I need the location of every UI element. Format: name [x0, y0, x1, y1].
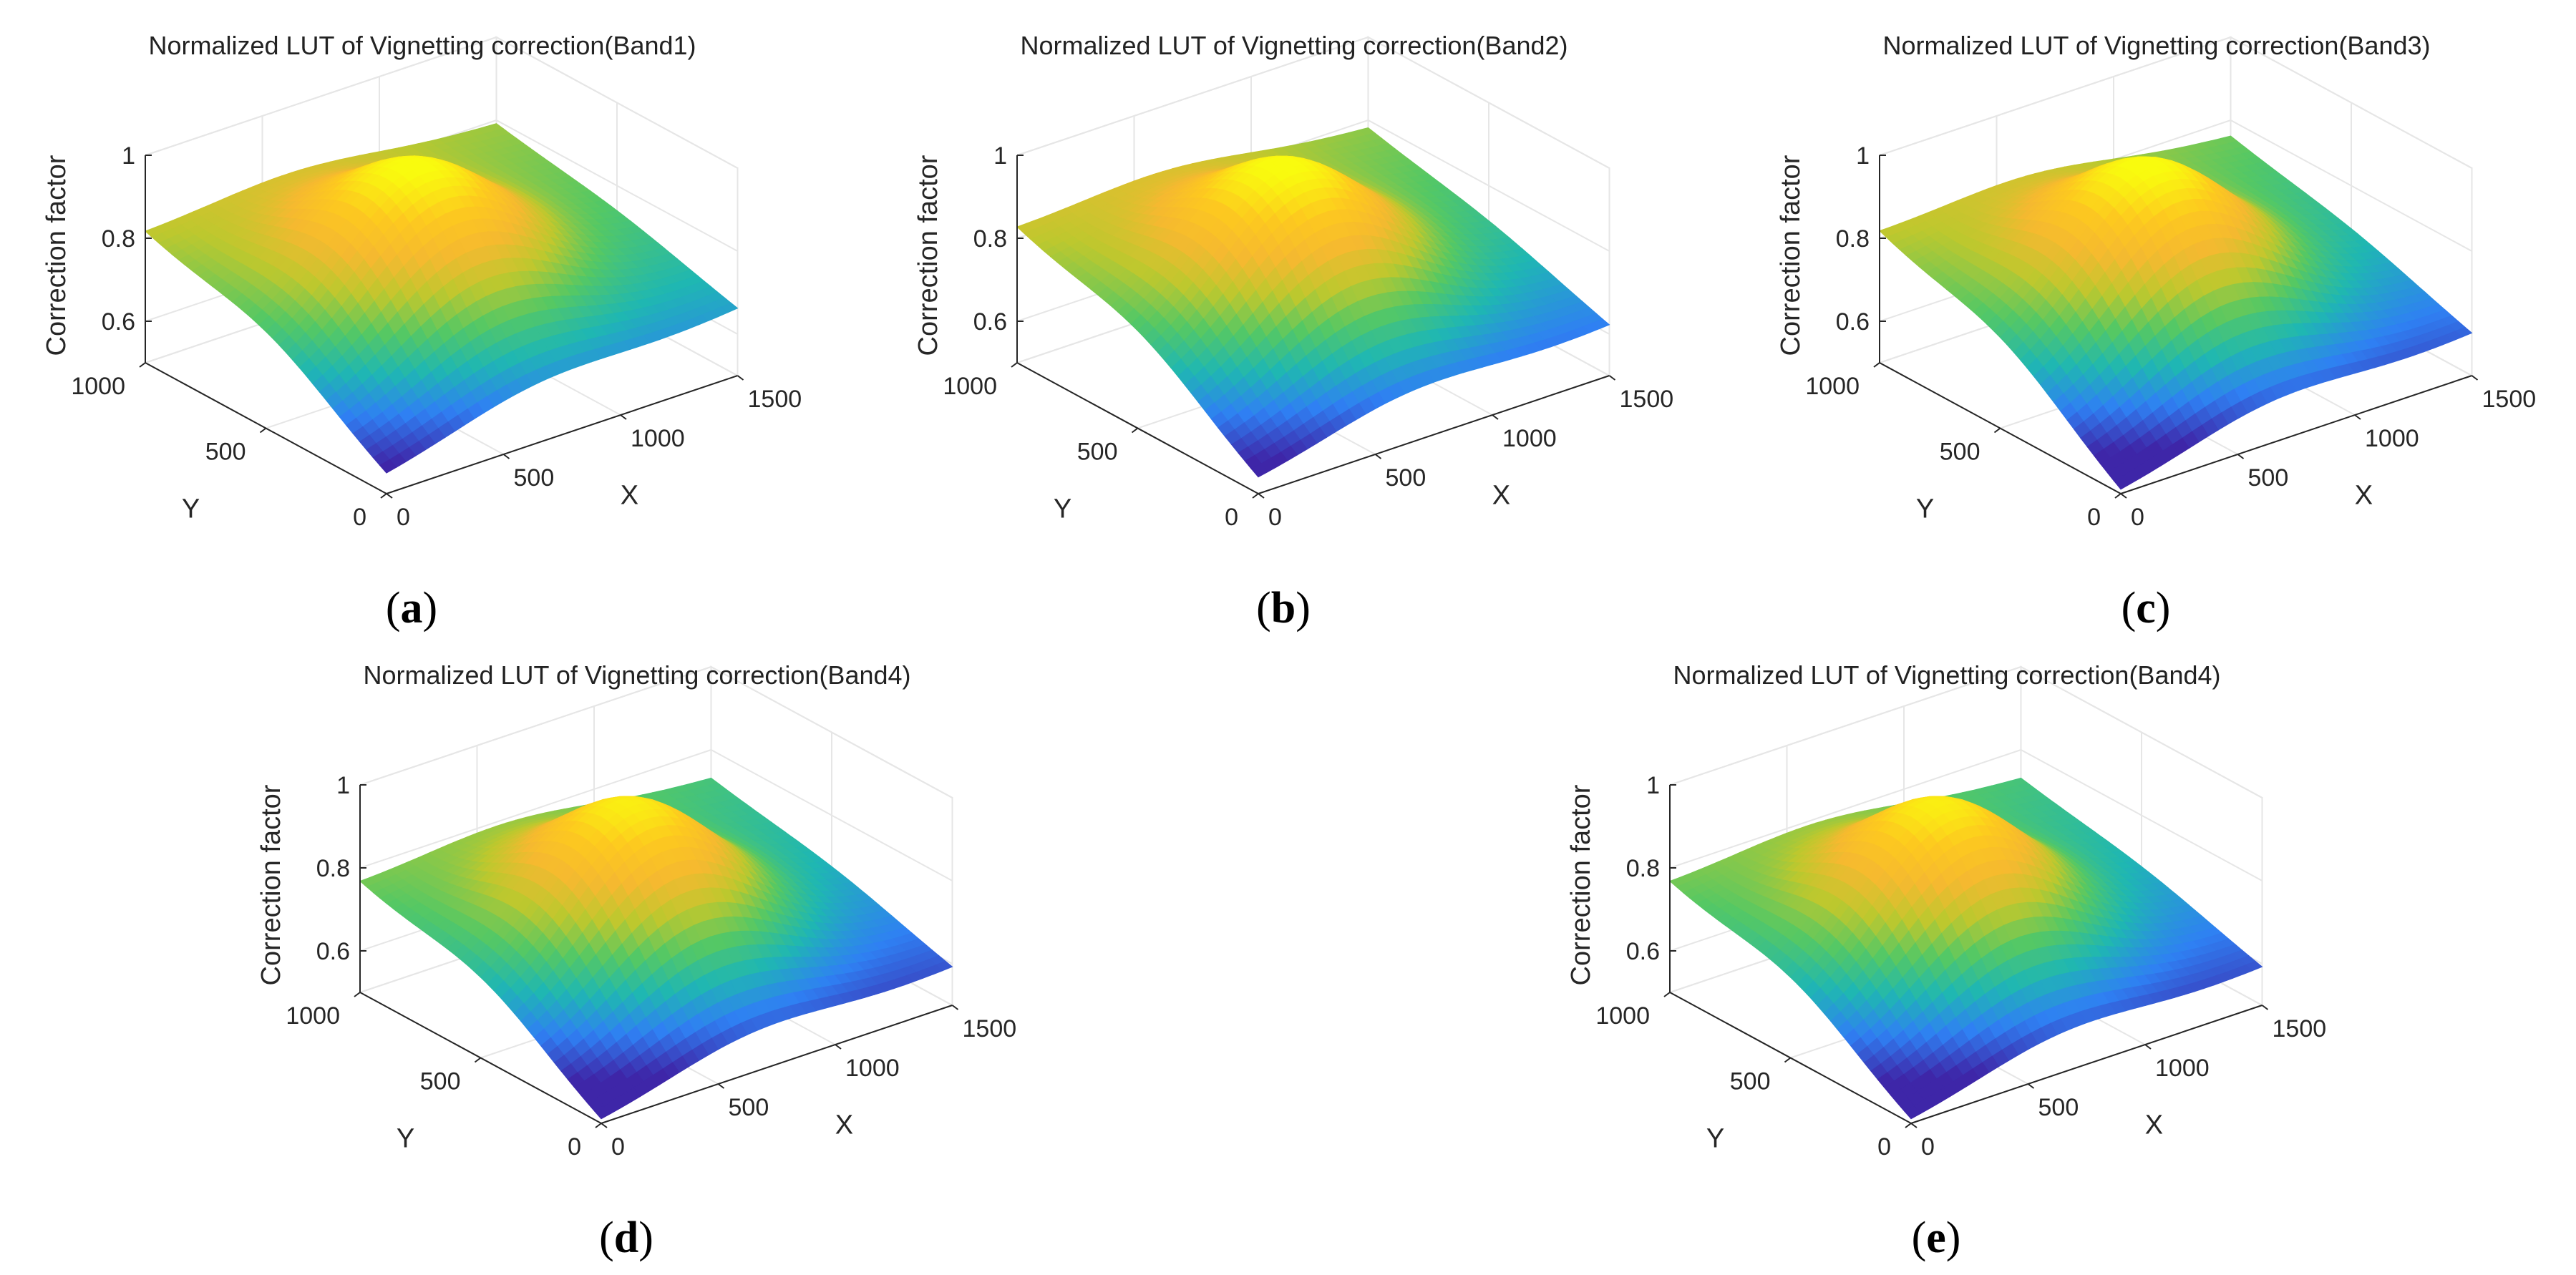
x-tick-label: 500: [514, 464, 555, 492]
x-tick-mark: [1492, 415, 1498, 419]
x-tick-mark: [504, 454, 510, 459]
y-tick-label: 500: [205, 439, 246, 466]
y-axis-label: Y: [182, 494, 200, 524]
y-tick-mark: [1874, 363, 1880, 367]
chart-title: Normalized LUT of Vignetting correction(…: [148, 31, 696, 60]
y-tick-mark: [1132, 429, 1138, 433]
y-tick-label: 1000: [1805, 373, 1860, 400]
y-tick-mark: [1995, 429, 2001, 433]
x-tick-label: 0: [1268, 504, 1282, 531]
y-tick-mark: [1253, 494, 1258, 498]
x-tick-mark: [738, 376, 744, 380]
x-tick-label: 1500: [1620, 386, 1674, 413]
y-tick-label: 1000: [71, 373, 125, 400]
x-tick-mark: [1258, 494, 1264, 498]
surface: [145, 124, 738, 473]
x-tick-mark: [2355, 415, 2361, 419]
y-tick-label: 500: [1940, 439, 1980, 466]
z-tick-label: 0.8: [973, 225, 1007, 253]
x-tick-label: 500: [1386, 464, 1426, 492]
panel-a: 0 500 1000 1500 0 500 1000 0.6 0.8 1 X Y Correction …: [0, 0, 859, 637]
x-tick-label: 1000: [2365, 425, 2419, 452]
x-tick-mark: [2238, 454, 2244, 459]
panel-c: 0 500 1000 1500 0 500 1000 0.6 0.8 1 X Y Correction …: [1734, 0, 2576, 637]
y-tick-mark: [2115, 494, 2121, 498]
z-tick-label: 0.8: [102, 225, 135, 253]
panel-label: (a): [386, 584, 437, 632]
y-tick-mark: [381, 494, 387, 498]
x-axis-label: X: [621, 480, 638, 510]
x-tick-label: 1000: [631, 425, 685, 452]
y-tick-label: 0: [353, 504, 366, 531]
x-tick-label: 500: [2248, 464, 2289, 492]
surface-chart-c: 0 500 1000 1500 0 500 1000 0.6 0.8 1 X Y Correction …: [1734, 0, 2576, 637]
panel-label: (c): [2121, 584, 2171, 632]
x-tick-mark: [387, 494, 392, 498]
x-tick-mark: [2121, 494, 2127, 498]
y-tick-label: 500: [1077, 439, 1118, 466]
x-tick-mark: [621, 415, 626, 419]
panel-b: 0 500 1000 1500 0 500 1000 0.6 0.8 1 X Y Correction …: [872, 0, 1731, 637]
x-tick-mark: [2472, 376, 2478, 380]
x-axis-label: X: [2355, 480, 2373, 510]
x-tick-label: 1500: [748, 386, 802, 413]
x-tick-label: 0: [2131, 504, 2144, 531]
z-axis-label: Correction factor: [1776, 155, 1806, 356]
z-axis-label: Correction factor: [42, 155, 72, 356]
surface-chart-d: 050010001500050010000.60.81XYCorrection …: [215, 630, 1074, 1271]
z-tick-label: 0.6: [1836, 308, 1870, 336]
x-tick-label: 0: [397, 504, 410, 531]
x-tick-label: 1000: [1502, 425, 1557, 452]
x-axis-label: X: [1492, 480, 1510, 510]
x-tick-mark: [1376, 454, 1381, 459]
panel-label: (b): [1256, 584, 1311, 632]
y-tick-mark: [261, 429, 266, 433]
z-tick-label: 0.6: [102, 308, 135, 336]
z-tick-label: 1: [122, 142, 135, 170]
surface-chart-a: 0 500 1000 1500 0 500 1000 0.6 0.8 1 X Y Correction …: [0, 0, 859, 637]
z-tick-label: 1: [993, 142, 1007, 170]
y-tick-mark: [1011, 363, 1017, 367]
z-tick-label: 0.6: [973, 308, 1007, 336]
z-tick-label: 1: [1856, 142, 1870, 170]
surface-chart-b: 0 500 1000 1500 0 500 1000 0.6 0.8 1 X Y Correction …: [872, 0, 1731, 637]
y-tick-mark: [140, 363, 145, 367]
y-tick-label: 1000: [943, 373, 997, 400]
x-tick-label: 1500: [2482, 386, 2537, 413]
y-tick-label: 0: [1225, 504, 1238, 531]
z-axis-label: Correction factor: [913, 155, 943, 356]
x-tick-mark: [1610, 376, 1615, 380]
chart-title: Normalized LUT of Vignetting correction(…: [1020, 31, 1568, 60]
y-axis-label: Y: [1054, 494, 1071, 524]
chart-title: Normalized LUT of Vignetting correction(…: [1882, 31, 2430, 60]
y-axis-label: Y: [1916, 494, 1934, 524]
y-tick-label: 0: [2087, 504, 2101, 531]
z-tick-label: 0.8: [1836, 225, 1870, 253]
